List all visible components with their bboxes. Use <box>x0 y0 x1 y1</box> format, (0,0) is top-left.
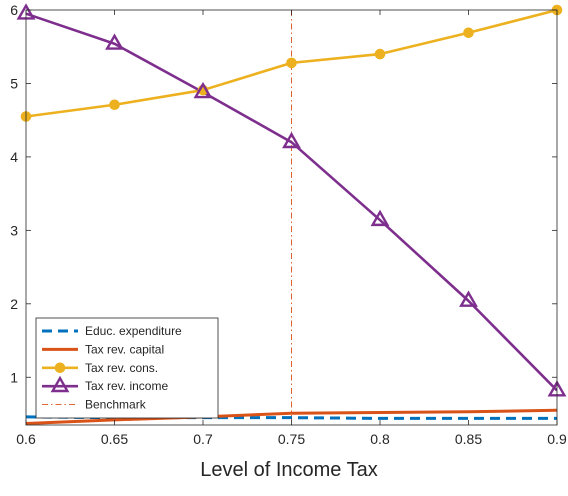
x-tick-label-3: 0.75 <box>278 431 305 447</box>
legend: Educ. expenditure Tax rev. capital Tax rev… <box>35 317 219 419</box>
legend-label-2: Tax rev. cons. <box>85 361 158 375</box>
axes: 0.6 0.65 0.7 0.75 0.8 0.85 0.9 1 2 3 4 5 6 <box>10 2 567 447</box>
legend-label-0: Educ. expenditure <box>85 324 182 338</box>
y-tick-label-0: 1 <box>10 369 18 385</box>
y-tick-label-2: 3 <box>10 222 18 238</box>
legend-label-4: Benchmark <box>85 398 147 412</box>
legend-label-1: Tax rev. capital <box>85 342 164 356</box>
series-3-point-2 <box>193 81 213 99</box>
x-tick-label-6: 0.9 <box>547 431 567 447</box>
y-tick-label-1: 2 <box>10 296 18 312</box>
legend-label-3: Tax rev. income <box>85 379 168 393</box>
legend-marker-2 <box>54 362 66 374</box>
x-tick-label-1: 0.65 <box>101 431 128 447</box>
x-tick-label-5: 0.85 <box>455 431 482 447</box>
series-2-point-1 <box>109 99 120 111</box>
x-axis-title: Level of Income Tax <box>200 459 378 481</box>
x-tick-label-2: 0.7 <box>193 431 213 447</box>
legend-marker-3 <box>50 375 70 393</box>
series-3-point-1 <box>105 33 124 50</box>
x-tick-label-4: 0.8 <box>370 431 390 447</box>
series-3-point-3 <box>282 131 301 149</box>
series-line-1 <box>26 408 557 425</box>
markers <box>16 3 567 397</box>
y-tick-label-4: 5 <box>10 75 18 91</box>
series-2-point-4 <box>374 48 386 60</box>
y-tick-label-3: 4 <box>10 149 18 165</box>
y-tick-label-5: 6 <box>10 2 18 18</box>
series-2-point-3 <box>286 57 297 69</box>
series-2-point-5 <box>463 27 474 39</box>
series-line-3 <box>26 12 557 392</box>
series-3-point-5 <box>459 290 478 307</box>
series-3-point-4 <box>370 209 390 227</box>
x-tick-label-0: 0.6 <box>16 431 36 447</box>
